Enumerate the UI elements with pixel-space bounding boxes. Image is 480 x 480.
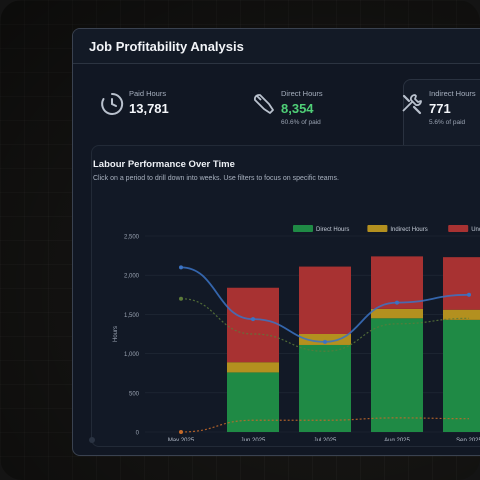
kpi-paid-hours: Paid Hours 13,781 — [91, 73, 201, 157]
trend-point — [323, 339, 327, 344]
bar-unclocked-hours — [443, 257, 480, 310]
x-tick-label: Jul 2025 — [314, 438, 337, 441]
kpi-sub: 60.6% of paid — [281, 119, 321, 126]
y-tick-label: 0 — [136, 431, 140, 437]
status-dot — [89, 437, 95, 443]
legend-label: Indirect Hours — [390, 227, 427, 233]
trend-line — [180, 417, 470, 433]
wrench-icon — [251, 91, 277, 117]
trend-point — [179, 265, 183, 270]
bar-unclocked-hours — [371, 256, 423, 309]
bar-indirect-hours — [227, 362, 279, 373]
bar-indirect-hours — [299, 334, 351, 345]
tools-icon — [399, 91, 425, 117]
x-tick-label: May 2025 — [168, 438, 195, 441]
bar-unclocked-hours — [299, 266, 351, 334]
trend-line — [180, 298, 470, 352]
legend-swatch — [367, 225, 388, 232]
kpi-row: Paid Hours 13,781 Direct Hours 8,354 60.… — [73, 63, 480, 161]
y-axis-label: Hours — [113, 326, 119, 342]
kpi-indirect-hours: Indirect Hours 771 5.6% of paid — [391, 73, 480, 157]
bar-direct-hours — [371, 318, 423, 432]
x-tick-label: Sep 2025 — [456, 438, 480, 441]
x-tick-label: Jun 2025 — [241, 438, 266, 441]
kpi-sub: 5.6% of paid — [429, 119, 466, 126]
window-header: Job Profitability Analysis — [73, 29, 480, 64]
bar-indirect-hours — [371, 308, 423, 319]
kpi-direct-hours: Direct Hours 8,354 60.6% of paid — [243, 73, 363, 157]
trend-point — [395, 300, 399, 305]
clock-icon — [99, 91, 125, 117]
y-tick-label: 2,500 — [124, 235, 140, 241]
y-tick-label: 2,000 — [124, 274, 140, 280]
bar-direct-hours — [227, 372, 279, 432]
legend-swatch — [293, 225, 313, 232]
x-tick-label: Aug 2025 — [384, 438, 410, 441]
kpi-value: 771 — [429, 101, 451, 116]
chart-subtitle: Click on a period to drill down into wee… — [93, 175, 339, 182]
kpi-label: Direct Hours — [281, 89, 323, 98]
labour-chart[interactable]: 0 500 1,000 1,500 2,000 2,500 Hours May 2025 Jun… — [73, 191, 480, 441]
trend-point — [467, 292, 471, 297]
chart-title: Labour Performance Over Time — [93, 159, 235, 170]
trend-point — [179, 296, 183, 301]
legend-label: Unclocked Hours — [471, 227, 480, 233]
trend-point — [179, 430, 183, 434]
y-tick-label: 1,500 — [124, 313, 140, 319]
page-title: Job Profitability Analysis — [89, 39, 244, 54]
trend-point — [251, 317, 255, 322]
dashboard-window: Job Profitability Analysis Paid Hours 13… — [72, 28, 480, 456]
kpi-value: 13,781 — [129, 101, 169, 116]
bar-unclocked-hours — [227, 287, 279, 363]
bar-direct-hours — [443, 319, 480, 432]
kpi-label: Indirect Hours — [429, 89, 476, 98]
kpi-card — [403, 79, 480, 153]
kpi-label: Paid Hours — [129, 89, 167, 98]
legend-swatch — [448, 225, 469, 232]
bar-direct-hours — [299, 344, 351, 432]
y-tick-label: 500 — [129, 391, 140, 397]
bar-indirect-hours — [443, 309, 480, 320]
legend-label: Direct Hours — [316, 227, 349, 233]
kpi-value: 8,354 — [281, 101, 314, 116]
y-tick-label: 1,000 — [124, 352, 140, 358]
